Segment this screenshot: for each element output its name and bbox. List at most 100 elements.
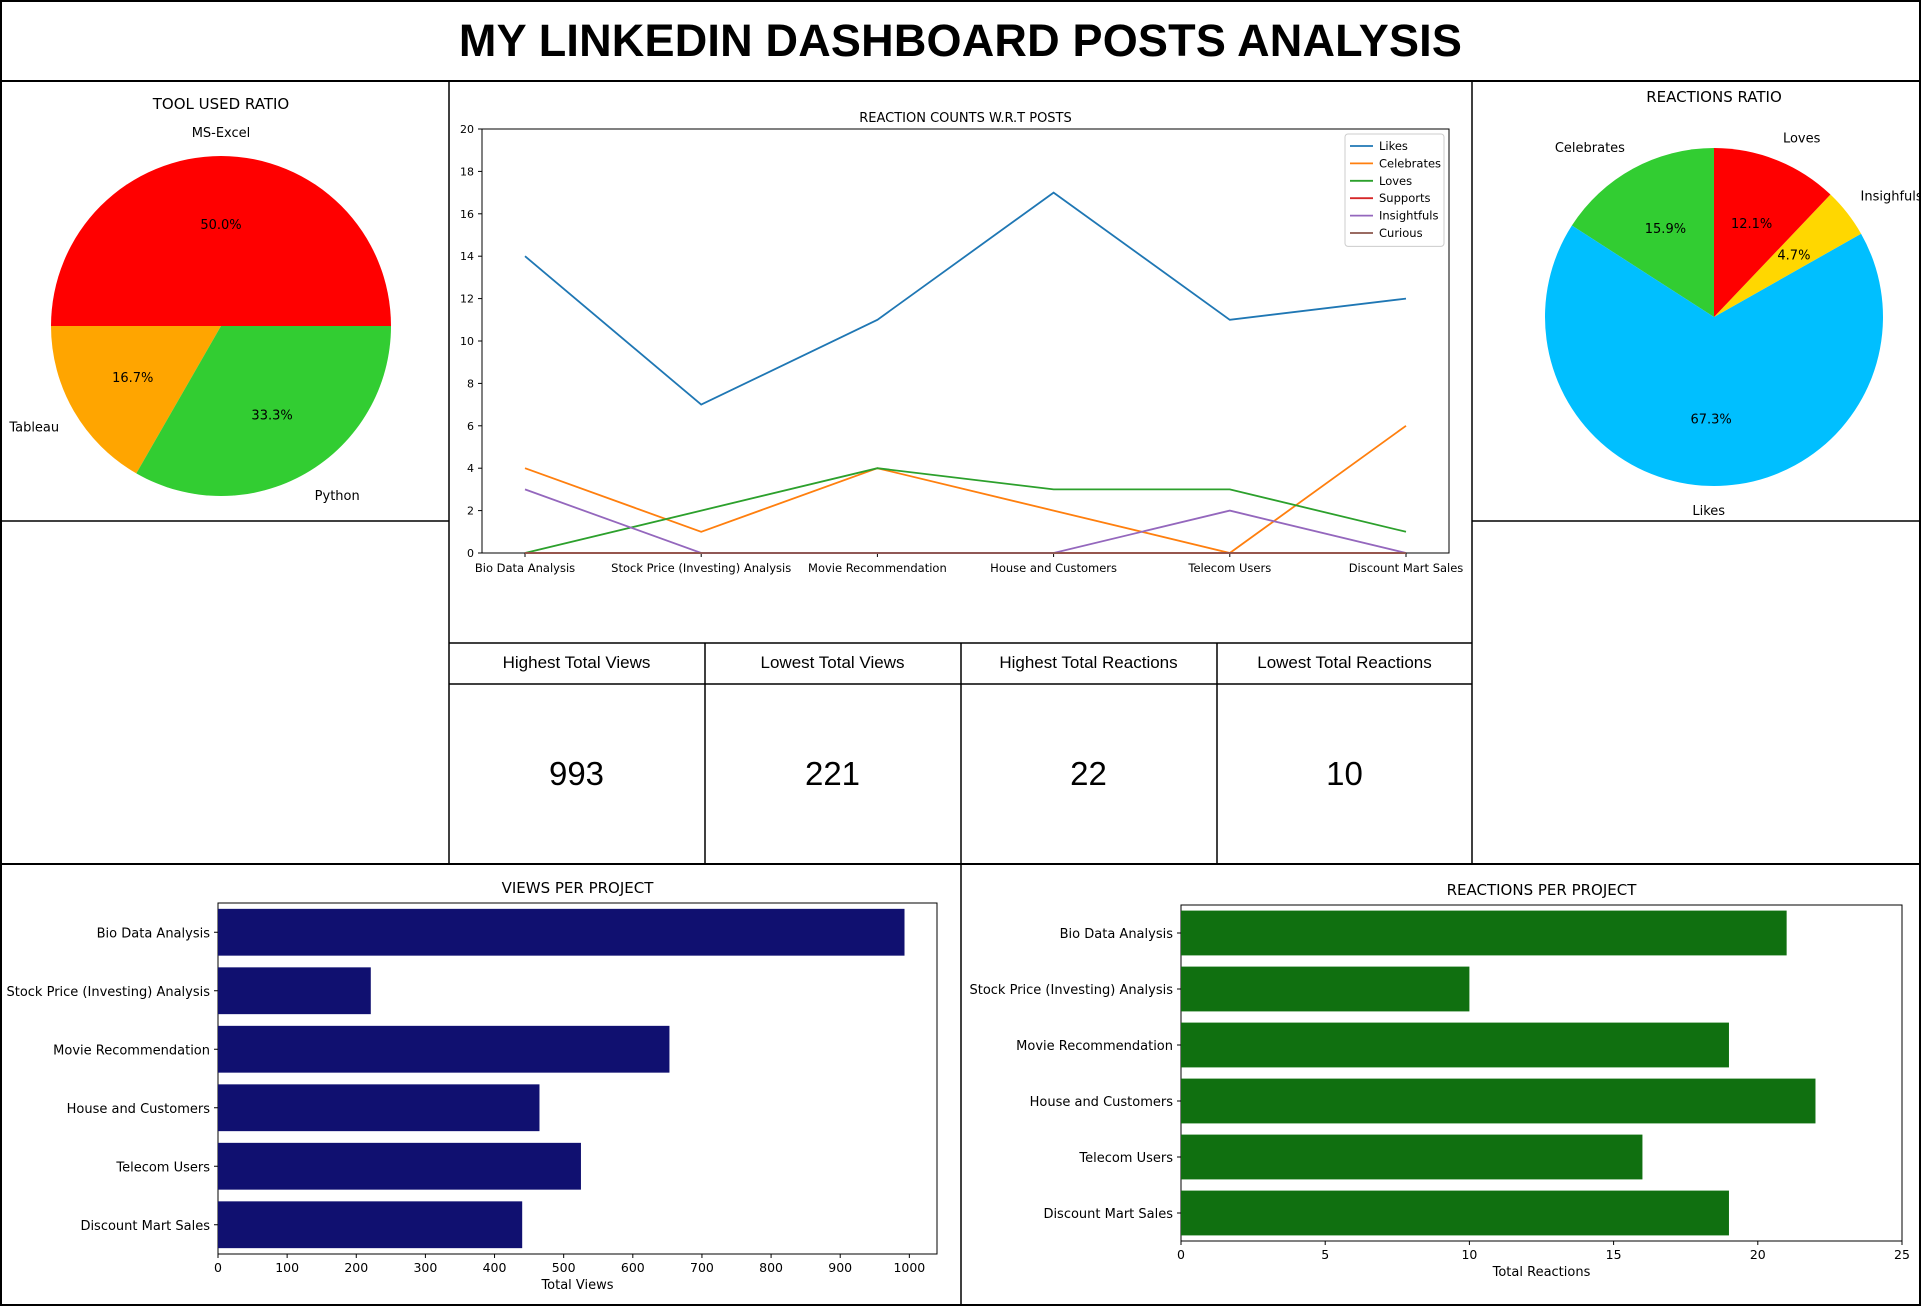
x-axis-label: Total Reactions	[1492, 1265, 1591, 1280]
bar-movie-recommendation	[1181, 1022, 1729, 1068]
x-tick-label: Telecom Users	[1187, 561, 1271, 575]
y-tick-label: House and Customers	[1030, 1095, 1174, 1110]
pie-label-python: Python	[315, 489, 360, 504]
series-line-likes	[524, 191, 1407, 406]
y-tick-label: 16	[460, 208, 474, 221]
legend-label-loves: Loves	[1379, 174, 1412, 188]
x-tick-label: Bio Data Analysis	[475, 561, 575, 575]
views-bar-panel: VIEWS PER PROJECT Bio Data Analysis Stock …	[0, 863, 961, 1306]
pie-slice-ms-excel	[51, 156, 391, 326]
bar-discount-mart-sales	[1181, 1190, 1729, 1236]
x-tick-label: Stock Price (Investing) Analysis	[611, 561, 791, 575]
pie-title: REACTIONS RATIO	[1646, 88, 1782, 106]
bar-plot-frame	[1180, 904, 1903, 1242]
x-tick-label: 900	[828, 1260, 852, 1275]
y-tick-label: 10	[460, 335, 474, 348]
series-line-loves	[524, 467, 1407, 554]
x-tick-label: 100	[275, 1260, 299, 1275]
y-tick-label: 18	[460, 165, 474, 178]
pie-label-tableau: Tableau	[8, 421, 59, 436]
reactions-bar-panel: REACTIONS PER PROJECT Bio Data Analysis St…	[960, 863, 1921, 1306]
y-tick-label: 0	[467, 547, 474, 560]
pie-label-ms-excel: MS-Excel	[192, 126, 251, 141]
legend-label-celebrates: Celebrates	[1379, 156, 1441, 170]
views-per-project-bar-chart: VIEWS PER PROJECT Bio Data Analysis Stock …	[6, 879, 938, 1293]
legend-label-insightfuls: Insightfuls	[1379, 209, 1439, 223]
x-tick-label: 1000	[893, 1260, 925, 1275]
tool-used-pie-chart: TOOL USED RATIO MS-Excel 50.0% Tableau 16.7%…	[8, 95, 391, 504]
stat-header-lowest-views: Lowest Total Views	[704, 642, 961, 684]
x-tick-label: House and Customers	[990, 561, 1117, 575]
x-tick-label: 15	[1606, 1247, 1622, 1262]
y-tick-label: 14	[460, 250, 474, 263]
y-tick-label: Stock Price (Investing) Analysis	[6, 985, 210, 1000]
bar-stock-price-investing-analysis	[218, 967, 371, 1015]
reactions-pie-panel: REACTIONS RATIO Celebrates 15.9% Likes 67.3%…	[1472, 80, 1921, 522]
y-tick-label: Bio Data Analysis	[97, 926, 211, 941]
pie-label-likes: Likes	[1692, 504, 1725, 519]
pie-label-loves: Loves	[1783, 131, 1821, 146]
tool-pie-panel: TOOL USED RATIO MS-Excel 50.0% Tableau 16.7%…	[0, 80, 449, 522]
y-tick-label: 20	[460, 123, 474, 136]
x-tick-label: 700	[690, 1260, 714, 1275]
line-chart-title: REACTION COUNTS W.R.T POSTS	[859, 111, 1072, 126]
y-tick-label: Telecom Users	[1078, 1151, 1173, 1166]
y-tick-label: 6	[467, 420, 474, 433]
pie-pct-python: 33.3%	[251, 408, 292, 423]
bar-house-and-customers	[1181, 1078, 1816, 1124]
bar-bio-data-analysis	[218, 908, 905, 956]
title-cell: MY LINKEDIN DASHBOARD POSTS ANALYSIS	[0, 0, 1921, 81]
y-tick-label: 2	[467, 505, 474, 518]
pie-pct-tableau: 16.7%	[112, 371, 153, 386]
legend-label-supports: Supports	[1379, 191, 1430, 205]
stat-header-lowest-reactions: Lowest Total Reactions	[1216, 642, 1473, 684]
legend-label-curious: Curious	[1379, 226, 1423, 240]
bar-chart-title: REACTIONS PER PROJECT	[1447, 881, 1638, 899]
reactions-ratio-pie-chart: REACTIONS RATIO Celebrates 15.9% Likes 67.3%…	[1545, 88, 1921, 519]
x-tick-label: 400	[483, 1260, 507, 1275]
bar-movie-recommendation	[218, 1025, 670, 1073]
x-tick-label: 800	[759, 1260, 783, 1275]
stat-value-lowest-reactions: 10	[1216, 683, 1473, 864]
y-tick-label: Movie Recommendation	[53, 1043, 210, 1058]
pie-label-celebrates: Celebrates	[1555, 141, 1625, 156]
y-tick-label: 4	[467, 462, 474, 475]
y-tick-label: 12	[460, 293, 474, 306]
stat-header-highest-views: Highest Total Views	[448, 642, 705, 684]
y-tick-label: House and Customers	[67, 1102, 211, 1117]
pie-pct-celebrates: 15.9%	[1645, 222, 1686, 237]
bar-telecom-users	[218, 1142, 581, 1190]
x-tick-label: 0	[1177, 1247, 1185, 1262]
x-tick-label: 20	[1750, 1247, 1766, 1262]
stat-value-highest-reactions: 22	[960, 683, 1217, 864]
series-line-celebrates	[524, 425, 1407, 554]
reactions-per-project-bar-chart: REACTIONS PER PROJECT Bio Data Analysis St…	[969, 881, 1909, 1280]
pie-title: TOOL USED RATIO	[152, 95, 290, 113]
y-tick-label: Movie Recommendation	[1016, 1039, 1173, 1054]
y-tick-label: Discount Mart Sales	[1043, 1207, 1173, 1222]
x-tick-label: 600	[621, 1260, 645, 1275]
y-tick-label: Telecom Users	[115, 1160, 210, 1175]
pie-pct-insighfuls: 4.7%	[1777, 249, 1810, 264]
y-tick-label: Discount Mart Sales	[80, 1219, 210, 1234]
x-tick-label: Movie Recommendation	[808, 561, 947, 575]
x-tick-label: 500	[552, 1260, 576, 1275]
x-tick-label: Discount Mart Sales	[1349, 561, 1464, 575]
pie-pct-likes: 67.3%	[1690, 412, 1731, 427]
bar-discount-mart-sales	[218, 1201, 523, 1249]
bar-bio-data-analysis	[1181, 910, 1787, 956]
reaction-line-panel: REACTION COUNTS W.R.T POSTS 0 2 4 6 8 10 12 14 16…	[448, 80, 1473, 643]
x-axis-label: Total Views	[540, 1278, 613, 1293]
x-tick-label: 200	[344, 1260, 368, 1275]
x-tick-label: 10	[1461, 1247, 1477, 1262]
bar-house-and-customers	[218, 1084, 540, 1132]
stat-value-lowest-views: 221	[704, 683, 961, 864]
bar-telecom-users	[1181, 1134, 1643, 1180]
bar-stock-price-investing-analysis	[1181, 966, 1470, 1012]
y-tick-label: 8	[467, 377, 474, 390]
stat-value-highest-views: 993	[448, 683, 705, 864]
pie-pct-loves: 12.1%	[1731, 217, 1772, 232]
y-tick-label: Stock Price (Investing) Analysis	[969, 983, 1173, 998]
reaction-counts-line-chart: REACTION COUNTS W.R.T POSTS 0 2 4 6 8 10 12 14 16…	[460, 111, 1464, 575]
